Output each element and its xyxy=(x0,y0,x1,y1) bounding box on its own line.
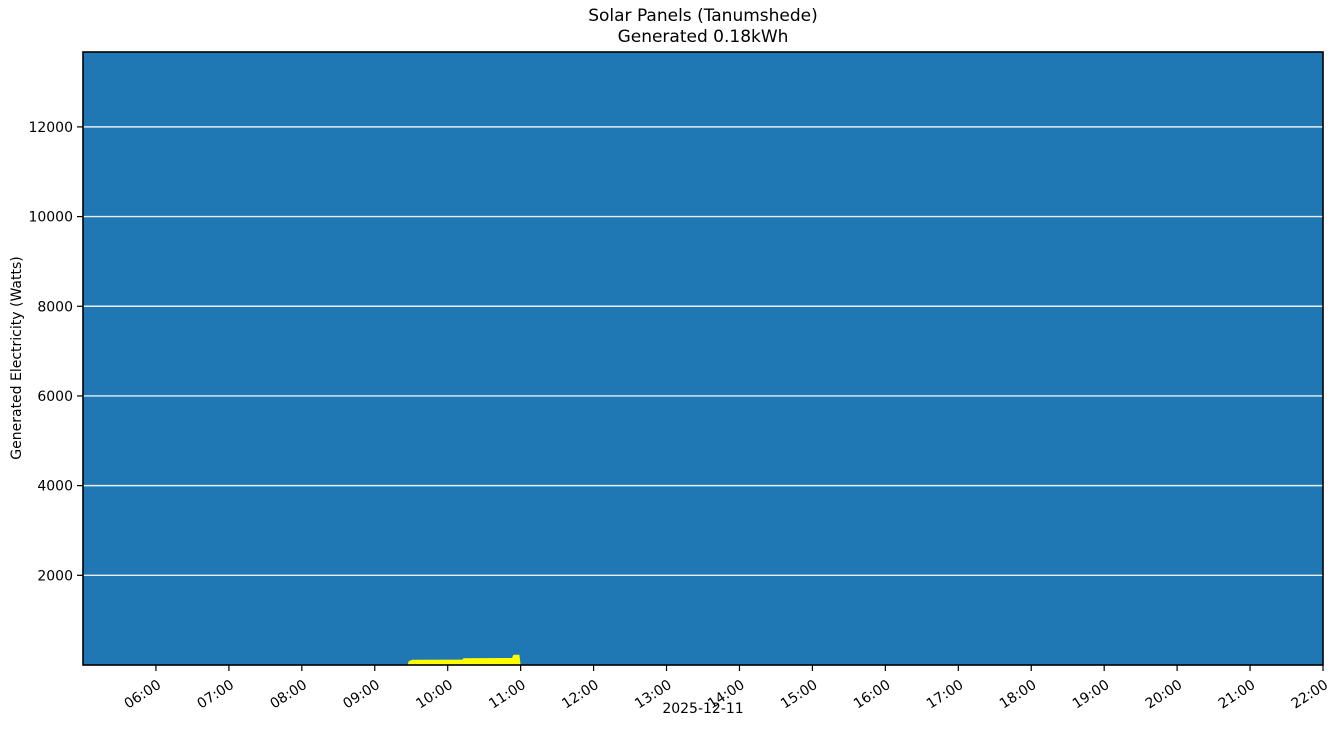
x-tick-label: 07:00 xyxy=(194,677,237,712)
x-tick-label: 19:00 xyxy=(1070,677,1113,712)
y-tick-label: 10000 xyxy=(28,210,73,226)
x-tick-label: 12:00 xyxy=(559,677,602,712)
x-tick-label: 20:00 xyxy=(1143,677,1186,712)
chart-title-line2: Generated 0.18kWh xyxy=(617,27,789,47)
plot-border xyxy=(82,51,1324,666)
x-tick-label: 17:00 xyxy=(924,677,967,712)
y-tick-label: 8000 xyxy=(37,299,73,315)
x-tick-label: 08:00 xyxy=(267,677,310,712)
x-tick-label: 21:00 xyxy=(1216,677,1259,712)
chart-title-line1: Solar Panels (Tanumshede) xyxy=(588,6,818,26)
x-tick-label: 10:00 xyxy=(413,677,456,712)
y-tick-label: 6000 xyxy=(37,389,73,405)
x-tick-label: 22:00 xyxy=(1289,677,1332,712)
y-tick-label: 2000 xyxy=(37,568,73,584)
chart-title: Solar Panels (Tanumshede) Generated 0.18… xyxy=(83,6,1323,48)
x-axis-label: 2025-12-11 xyxy=(662,701,744,717)
x-tick-label: 16:00 xyxy=(851,677,894,712)
x-tick-label: 11:00 xyxy=(486,677,529,712)
x-tick-label: 14:00 xyxy=(705,677,748,712)
x-tick-label: 13:00 xyxy=(632,677,675,712)
y-tick-label: 4000 xyxy=(37,479,73,495)
x-tick-label: 15:00 xyxy=(778,677,821,712)
y-tick-label: 12000 xyxy=(28,120,73,136)
plot-background-fill xyxy=(83,52,1323,665)
x-tick-label: 09:00 xyxy=(340,677,383,712)
x-tick-label: 18:00 xyxy=(997,677,1040,712)
x-tick-label: 06:00 xyxy=(122,677,165,712)
